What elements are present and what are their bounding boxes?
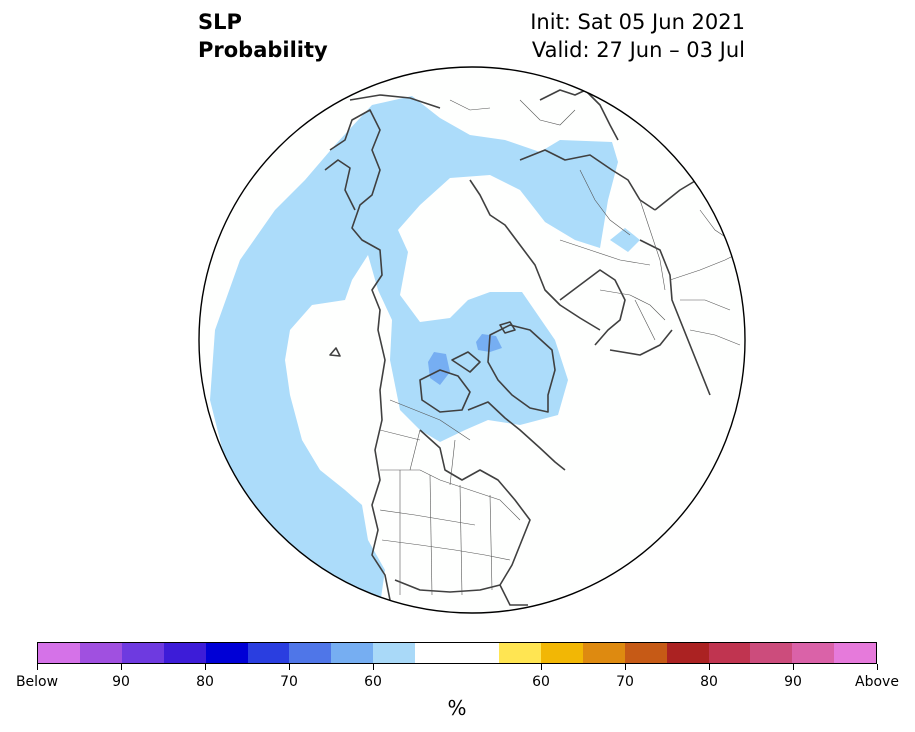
init-date: Init: Sat 05 Jun 2021 (530, 10, 745, 34)
polar-map (198, 66, 746, 614)
colorbar-tick-label: 60 (364, 674, 382, 690)
colorbar-segment (582, 643, 625, 663)
colorbar-tick (876, 664, 878, 670)
land-outlines (324, 87, 726, 606)
colorbar-tick-label: 90 (112, 674, 130, 690)
colorbar-unit-label: % (447, 696, 467, 720)
colorbar-tick-label: Below (15, 674, 59, 690)
colorbar-tick (624, 664, 626, 670)
colorbar-tick (288, 664, 290, 670)
colorbar-segment (457, 643, 499, 663)
colorbar-segment (834, 643, 877, 663)
colorbar-tick (120, 664, 122, 670)
political-borders (379, 99, 745, 596)
colorbar-segment (247, 643, 290, 663)
colorbar-tick (36, 664, 38, 670)
colorbar-segment (750, 643, 793, 663)
colorbar-tick (792, 664, 794, 670)
variable-title: SLP (198, 10, 242, 34)
colorbar-segment (415, 643, 458, 663)
probability-region-60-light (210, 96, 618, 610)
colorbar-tick (708, 664, 710, 670)
colorbar-segment (498, 643, 541, 663)
globe-outline (198, 66, 746, 614)
colorbar-segment (708, 643, 751, 663)
probability-region-60-light (610, 228, 640, 252)
colorbar-tick-label: Above (855, 674, 899, 690)
colorbar-tick-label: 80 (196, 674, 214, 690)
colorbar-segment (121, 643, 164, 663)
product-title: Probability (198, 38, 328, 62)
colorbar-segment (540, 643, 583, 663)
colorbar-tick (540, 664, 542, 670)
colorbar-segment (792, 643, 835, 663)
colorbar-tick (204, 664, 206, 670)
colorbar-segment (289, 643, 332, 663)
colorbar-tick-label: 90 (784, 674, 802, 690)
title-block-right: Init: Sat 05 Jun 2021 Valid: 27 Jun – 03… (530, 8, 745, 64)
colorbar-segment (373, 643, 416, 663)
colorbar-segment (331, 643, 374, 663)
colorbar-segment (38, 643, 80, 663)
colorbar-segment (205, 643, 248, 663)
colorbar-tick (372, 664, 374, 670)
colorbar-segment (79, 643, 122, 663)
colorbar-segment (163, 643, 206, 663)
title-block-left: SLP Probability (198, 8, 328, 64)
colorbar-tick-label: 80 (700, 674, 718, 690)
colorbar-tick-label: 60 (532, 674, 550, 690)
colorbar-segment (666, 643, 709, 663)
colorbar-tick-label: 70 (280, 674, 298, 690)
colorbar-tick-label: 70 (616, 674, 634, 690)
valid-period: Valid: 27 Jun – 03 Jul (531, 38, 745, 62)
colorbar (37, 642, 877, 664)
colorbar-segment (624, 643, 667, 663)
probability-region-60-dark (428, 352, 450, 385)
